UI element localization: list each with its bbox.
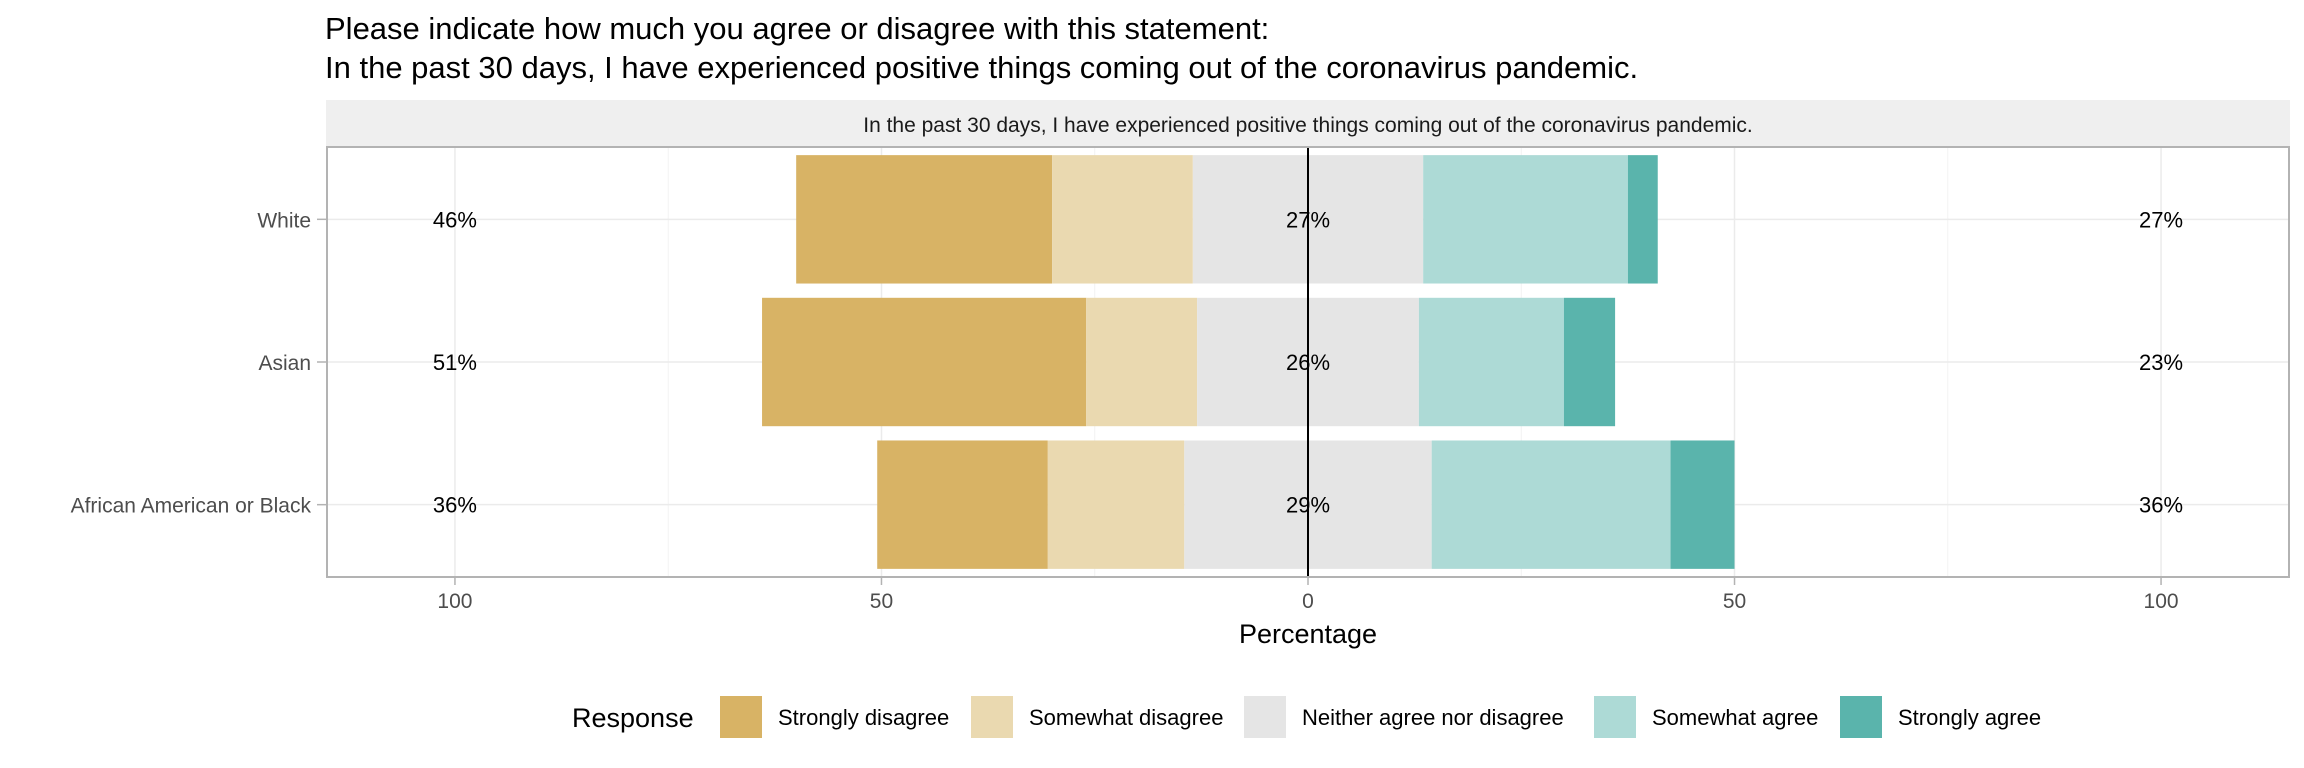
legend-label-strongly-disagree: Strongly disagree [778, 705, 949, 730]
percent-label-high: 27% [2139, 207, 2183, 232]
x-tick-label: 0 [1302, 590, 1314, 613]
legend-key-somewhat-disagree [971, 696, 1013, 738]
percent-labels: 46% 27% 27% 51% 26% 23% 36% 29% 36% [433, 207, 2183, 517]
chart-title-line-1: Please indicate how much you agree or di… [325, 11, 1269, 46]
percent-label-high: 23% [2139, 350, 2183, 375]
x-tick-label: 100 [2144, 590, 2179, 613]
bar-white-somewhat-disagree [1052, 155, 1193, 284]
percent-label-high: 36% [2139, 493, 2183, 518]
legend-key-strongly-agree [1840, 696, 1882, 738]
percent-label-neutral: 29% [1286, 493, 1330, 518]
bar-african-american-or-black-strongly-agree [1670, 440, 1735, 569]
bar-asian-strongly-agree [1563, 297, 1616, 427]
legend-label-strongly-agree: Strongly agree [1898, 705, 2041, 730]
percent-label-low: 46% [433, 207, 477, 232]
facet-strip-label: In the past 30 days, I have experienced … [863, 114, 1753, 137]
bar-african-american-or-black-somewhat-disagree [1047, 440, 1185, 569]
percent-label-neutral: 26% [1286, 350, 1330, 375]
legend-key-strongly-disagree [720, 696, 762, 738]
legend: Response Strongly disagree Somewhat disag… [572, 696, 2041, 738]
bar-asian-somewhat-disagree [1086, 297, 1198, 427]
x-axis-title: Percentage [1239, 619, 1377, 649]
bar-asian-strongly-disagree [762, 297, 1087, 427]
legend-key-neither-agree-nor-disagree [1244, 696, 1286, 738]
bar-white-somewhat-agree [1423, 155, 1628, 284]
category-label: White [257, 209, 311, 232]
chart-title-line-2: In the past 30 days, I have experienced … [325, 50, 1638, 85]
bar-african-american-or-black-strongly-disagree [877, 440, 1048, 569]
category-label: Asian [258, 352, 311, 375]
category-label: African American or Black [71, 495, 312, 518]
x-tick-label: 50 [1723, 590, 1746, 613]
legend-title: Response [572, 703, 694, 733]
percent-label-neutral: 27% [1286, 207, 1330, 232]
bar-asian-somewhat-agree [1418, 297, 1564, 427]
x-axis-ticks: 100 50 0 50 100 [437, 577, 2179, 613]
legend-label-somewhat-agree: Somewhat agree [1652, 705, 1818, 730]
facet-strip [326, 100, 2290, 146]
bar-white-strongly-agree [1627, 155, 1658, 284]
legend-key-somewhat-agree [1594, 696, 1636, 738]
category-labels: White Asian African American or Black [71, 209, 326, 518]
x-tick-label: 50 [870, 590, 893, 613]
legend-label-neither-agree-nor-disagree: Neither agree nor disagree [1302, 705, 1564, 730]
bar-african-american-or-black-somewhat-agree [1431, 440, 1671, 569]
x-tick-label: 100 [437, 590, 472, 613]
bar-white-strongly-disagree [796, 155, 1053, 284]
percent-label-low: 51% [433, 350, 477, 375]
percent-label-low: 36% [433, 493, 477, 518]
legend-label-somewhat-disagree: Somewhat disagree [1029, 705, 1223, 730]
bars [762, 155, 1735, 569]
